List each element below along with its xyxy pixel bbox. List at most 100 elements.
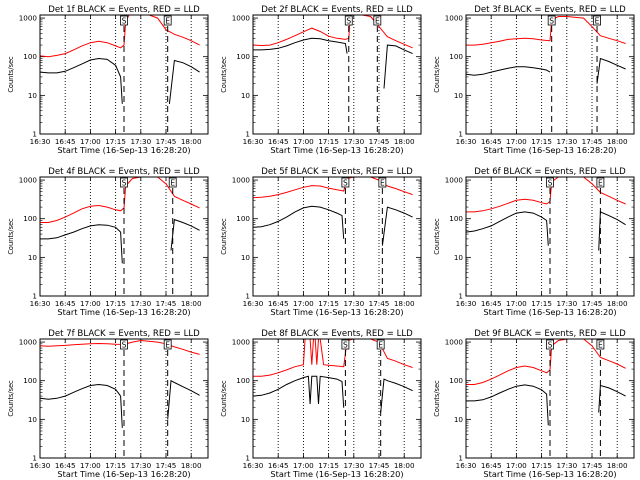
marker-box-s	[547, 15, 556, 26]
y-axis-label: Counts/sec	[220, 218, 228, 255]
x-tick-label: 17:00	[80, 299, 101, 308]
x-tick-label: 17:45	[369, 299, 390, 308]
y-tick-label: 100	[449, 214, 463, 223]
y-tick-label: 100	[449, 376, 463, 385]
y-tick-label: 10	[241, 415, 251, 424]
marker-box-s	[546, 339, 554, 350]
marker-label-e: E	[598, 341, 603, 350]
marker-box-s	[341, 177, 350, 188]
panel-title: Det 3f BLACK = Events, RED = LLD	[474, 5, 626, 15]
series-lld	[39, 14, 200, 58]
x-tick-label: 18:00	[181, 137, 202, 146]
x-tick-label: 17:45	[369, 461, 390, 470]
x-tick-label: 18:00	[181, 461, 202, 470]
series-events	[253, 37, 413, 89]
x-axis-label: Start Time (16-Sep-13 16:28:20)	[483, 307, 616, 317]
y-tick-label: 100	[236, 214, 250, 223]
marker-box-e	[168, 177, 177, 188]
series-lld	[252, 176, 413, 199]
x-tick-label: 17:00	[506, 299, 527, 308]
x-tick-label: 17:15	[105, 299, 126, 308]
y-tick-label: 1000	[232, 14, 251, 23]
series-events	[252, 205, 413, 246]
x-tick-label: 16:30	[243, 299, 264, 308]
panel-title: Det 2f BLACK = Events, RED = LLD	[261, 5, 413, 15]
x-axis-label: Start Time (16-Sep-13 16:28:20)	[57, 469, 190, 479]
y-tick-label: 10	[454, 91, 464, 100]
marker-label-e: E	[378, 341, 383, 350]
y-tick-label: 1000	[19, 14, 38, 23]
marker-label-e: E	[170, 179, 175, 188]
x-tick-label: 17:45	[582, 137, 603, 146]
x-tick-label: 16:30	[243, 461, 264, 470]
x-tick-label: 17:30	[556, 299, 577, 308]
x-axis-label: Start Time (16-Sep-13 16:28:20)	[270, 307, 403, 317]
y-axis-label: Counts/sec	[7, 218, 15, 255]
y-tick-label: 10	[241, 253, 251, 262]
panel-det-2: Det 2f BLACK = Events, RED = LLD Counts/s…	[220, 5, 422, 155]
y-tick-label: 1	[245, 454, 250, 463]
y-tick-label: 100	[23, 52, 37, 61]
marker-box-s	[341, 339, 350, 350]
y-axis-label: Counts/sec	[7, 380, 15, 417]
panel-det-6: Det 6f BLACK = Events, RED = LLD Counts/s…	[433, 167, 635, 317]
x-tick-label: 17:15	[105, 461, 126, 470]
x-tick-label: 17:45	[156, 137, 177, 146]
marker-box-e	[373, 15, 382, 26]
y-tick-label: 1	[458, 454, 463, 463]
y-tick-label: 10	[28, 253, 38, 262]
y-tick-label: 100	[23, 214, 37, 223]
x-tick-label: 16:45	[268, 461, 289, 470]
x-axis-label: Start Time (16-Sep-13 16:28:20)	[57, 307, 190, 317]
x-tick-label: 16:30	[30, 137, 51, 146]
marker-label-s: S	[122, 179, 127, 188]
marker-box-e	[378, 177, 387, 188]
y-axis-label: Counts/sec	[433, 218, 441, 255]
series-events	[39, 379, 200, 428]
x-tick-label: 16:45	[481, 461, 502, 470]
marker-label-e: E	[598, 179, 603, 188]
panel-det-7: Det 7f BLACK = Events, RED = LLD Counts/s…	[7, 329, 209, 479]
y-axis-label: Counts/sec	[433, 56, 441, 93]
plot-frame	[465, 338, 635, 459]
panel-title: Det 7f BLACK = Events, RED = LLD	[48, 329, 200, 339]
plot-frame	[39, 338, 209, 459]
y-tick-label: 1	[245, 130, 250, 139]
x-tick-label: 17:45	[156, 461, 177, 470]
x-tick-label: 16:30	[456, 137, 477, 146]
series-lld	[466, 176, 626, 213]
marker-label-e: E	[595, 17, 600, 26]
panel-title: Det 4f BLACK = Events, RED = LLD	[48, 167, 200, 177]
plot-frame	[39, 14, 209, 135]
marker-label-s: S	[122, 17, 127, 26]
x-tick-label: 17:15	[531, 461, 552, 470]
y-tick-label: 1000	[19, 338, 38, 347]
x-tick-label: 17:30	[343, 461, 364, 470]
x-tick-label: 17:30	[343, 137, 364, 146]
series-events	[465, 211, 626, 251]
x-tick-label: 16:30	[456, 461, 477, 470]
panel-det-8: Det 8f BLACK = Events, RED = LLD Counts/s…	[220, 329, 422, 479]
plot-frame	[252, 176, 422, 297]
series-lld	[466, 16, 626, 46]
x-tick-label: 17:45	[369, 137, 390, 146]
marker-box-e	[376, 339, 385, 350]
marker-label-s: S	[548, 179, 553, 188]
y-tick-label: 1	[458, 130, 463, 139]
y-tick-label: 100	[236, 52, 250, 61]
y-tick-label: 1	[32, 130, 37, 139]
marker-box-s	[120, 177, 128, 188]
x-axis-label: Start Time (16-Sep-13 16:28:20)	[270, 145, 403, 155]
x-axis-label: Start Time (16-Sep-13 16:28:20)	[483, 145, 616, 155]
x-tick-label: 18:00	[607, 299, 628, 308]
y-tick-label: 1	[32, 292, 37, 301]
marker-box-e	[596, 339, 605, 350]
marker-label-s: S	[549, 17, 554, 26]
marker-box-e	[596, 177, 605, 188]
marker-label-s: S	[346, 17, 351, 26]
panel-det-9: Det 9f BLACK = Events, RED = LLD Counts/s…	[433, 329, 635, 479]
y-tick-label: 1	[458, 292, 463, 301]
plot-frame	[465, 14, 635, 135]
x-tick-label: 16:45	[268, 137, 289, 146]
x-tick-label: 17:15	[318, 137, 339, 146]
